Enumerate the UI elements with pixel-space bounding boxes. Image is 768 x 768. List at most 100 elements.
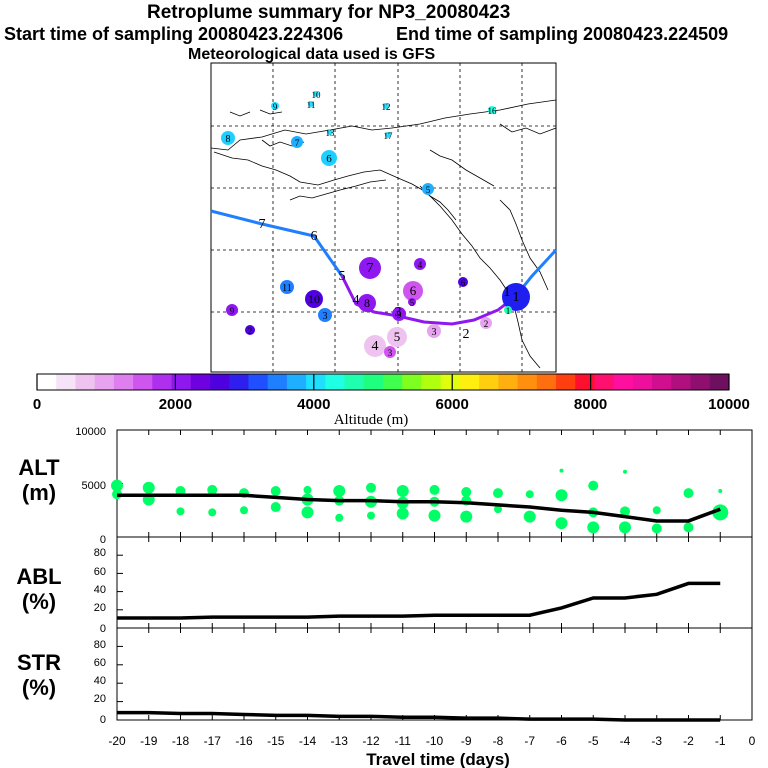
alt-dot xyxy=(335,513,344,522)
alt-dot xyxy=(712,504,729,521)
map-marker xyxy=(280,280,294,294)
colorbar-swatch xyxy=(594,374,615,390)
alt-dot xyxy=(619,521,631,534)
x-tick-label: -14 xyxy=(299,734,317,748)
colorbar-swatch xyxy=(229,374,249,390)
x-tick-label: -6 xyxy=(556,734,567,748)
x-tick-label: -20 xyxy=(108,734,126,748)
map-marker xyxy=(305,290,323,308)
colorbar-swatch xyxy=(113,374,134,390)
alt-dot xyxy=(208,508,217,517)
alt-dot xyxy=(240,506,248,515)
panel-alt xyxy=(111,429,753,538)
alt-dot xyxy=(523,510,536,523)
colorbar-tick-label: 2000 xyxy=(159,396,192,413)
map-marker-label: 2 xyxy=(484,319,489,329)
map-marker-label: 9 xyxy=(230,306,235,316)
alt-dot xyxy=(428,509,441,522)
panel-str xyxy=(116,627,753,722)
str-label: STR xyxy=(17,650,61,675)
met-data-label: Meteorological data used is GFS xyxy=(188,46,436,63)
x-tick-label: 0 xyxy=(749,734,756,748)
alt-dot xyxy=(396,484,409,497)
colorbar-label: Altitude (m) xyxy=(334,412,409,428)
colorbar-swatch xyxy=(152,374,173,390)
x-tick-label: -2 xyxy=(683,734,694,748)
str-ytick-40: 40 xyxy=(94,675,106,687)
colorbar-swatch xyxy=(690,374,711,390)
str-unit: (%) xyxy=(22,675,56,700)
map-marker xyxy=(427,324,441,338)
map-marker xyxy=(359,257,381,279)
map-marker xyxy=(488,106,496,114)
alt-label: ALT xyxy=(18,455,60,480)
map-marker xyxy=(271,102,279,110)
map-marker xyxy=(385,132,391,138)
str-ytick-60: 60 xyxy=(94,657,106,669)
map-marker-label: 7 xyxy=(367,261,374,276)
colorbar-swatch xyxy=(421,374,442,390)
colorbar-swatch xyxy=(325,374,346,390)
colorbar-swatch xyxy=(75,374,96,390)
series-line-alt xyxy=(117,493,721,523)
colorbar-swatch xyxy=(479,374,499,390)
map-marker xyxy=(221,131,235,145)
track-day-label: 2 xyxy=(463,327,470,342)
x-tick-label: -1 xyxy=(715,734,726,748)
colorbar-swatch xyxy=(709,374,730,390)
colorbar-swatch xyxy=(171,374,192,390)
map-marker-label: 6 xyxy=(461,278,466,288)
colorbar-tick-label: 10000 xyxy=(708,396,750,413)
map-marker-label: 16 xyxy=(488,106,498,116)
abl-ytick-60: 60 xyxy=(94,566,106,578)
colorbar-swatch xyxy=(613,374,634,390)
colorbar-swatch xyxy=(306,374,326,390)
colorbar-tick-label: 8000 xyxy=(574,396,607,413)
map-marker-label: 9 xyxy=(273,102,278,112)
x-tick-label: -16 xyxy=(235,734,253,748)
alt-dot xyxy=(555,489,568,502)
map-marker xyxy=(226,304,238,316)
map-marker xyxy=(387,327,407,347)
time-series-panels xyxy=(111,429,753,722)
map-marker xyxy=(327,129,333,135)
colorbar-swatch xyxy=(363,374,384,390)
map-marker xyxy=(358,294,376,312)
colorbar-swatch xyxy=(632,374,653,390)
x-axis-label: Travel time (days) xyxy=(366,750,510,768)
colorbar-swatch xyxy=(575,374,595,390)
map-marker-label: 6 xyxy=(326,153,332,165)
map-marker-label: 4 xyxy=(418,260,423,270)
map-marker-label: 6 xyxy=(410,283,417,298)
alt-dot xyxy=(366,482,376,493)
track-day-label: 5 xyxy=(339,269,346,284)
colorbar-swatch xyxy=(652,374,672,390)
colorbar-swatch xyxy=(402,374,422,390)
map-marker xyxy=(308,101,314,107)
map-marker xyxy=(408,298,416,306)
x-tick-label: -12 xyxy=(362,734,380,748)
x-tick-label: -7 xyxy=(524,734,535,748)
colorbar-swatch xyxy=(267,374,288,390)
alt-dot xyxy=(175,485,186,496)
panel-frame xyxy=(116,536,753,629)
map-marker xyxy=(321,150,337,166)
colorbar-swatch xyxy=(210,374,230,390)
alt-ytick-10000: 10000 xyxy=(75,426,106,438)
x-tick-label: -4 xyxy=(620,734,631,748)
map-marker xyxy=(392,307,406,321)
colorbar-swatch xyxy=(190,374,211,390)
x-tick-label: -19 xyxy=(140,734,158,748)
colorbar-swatch xyxy=(133,374,153,390)
x-tick-label: -18 xyxy=(172,734,190,748)
series-line-str xyxy=(117,710,721,722)
abl-ytick-80: 80 xyxy=(94,547,106,559)
map-marker xyxy=(245,325,255,335)
x-tick-label: -11 xyxy=(395,734,412,748)
alt-dot xyxy=(623,469,627,474)
track-day-label: 7 xyxy=(259,217,266,232)
alt-dot xyxy=(429,484,440,495)
alt-dot xyxy=(651,523,662,534)
